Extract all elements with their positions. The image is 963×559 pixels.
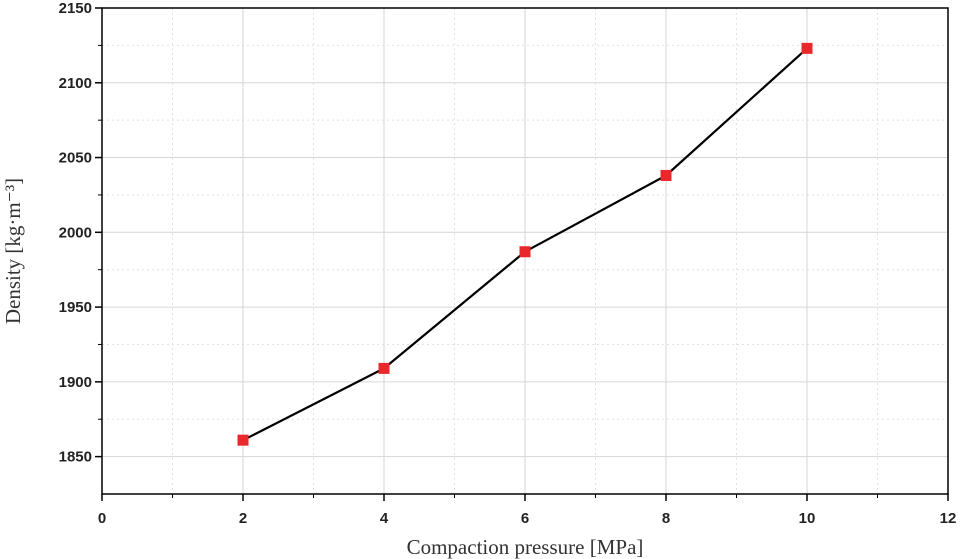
x-tick-label: 10 [799,510,816,527]
data-point-marker [660,169,672,181]
x-tick-label: 8 [662,510,670,527]
data-point-marker [519,246,531,258]
axis-ticks: 0 2 4 6 8 10 12 1850 1900 1950 2000 2050 2100 2150 [59,0,957,527]
x-tick-label: 12 [940,510,957,527]
x-tick-label: 6 [521,510,529,527]
y-tick-label: 1900 [59,374,92,391]
y-tick-label: 1950 [59,299,92,316]
y-axis-title: Density [kg·m⁻³] [1,178,25,324]
x-tick-label: 4 [380,510,389,527]
x-tick-label: 2 [239,510,247,527]
data-series [237,42,813,446]
y-tick-label: 1850 [59,449,92,466]
data-point-marker [237,434,249,446]
x-axis-title: Compaction pressure [MPa] [407,535,644,559]
y-tick-label: 2000 [59,224,92,241]
data-point-marker [378,362,390,374]
data-point-marker [801,42,813,54]
grid [102,8,948,494]
x-tick-label: 0 [98,510,106,527]
y-tick-label: 2100 [59,75,92,92]
y-tick-label: 2050 [59,150,92,167]
y-tick-label: 2150 [59,0,92,17]
